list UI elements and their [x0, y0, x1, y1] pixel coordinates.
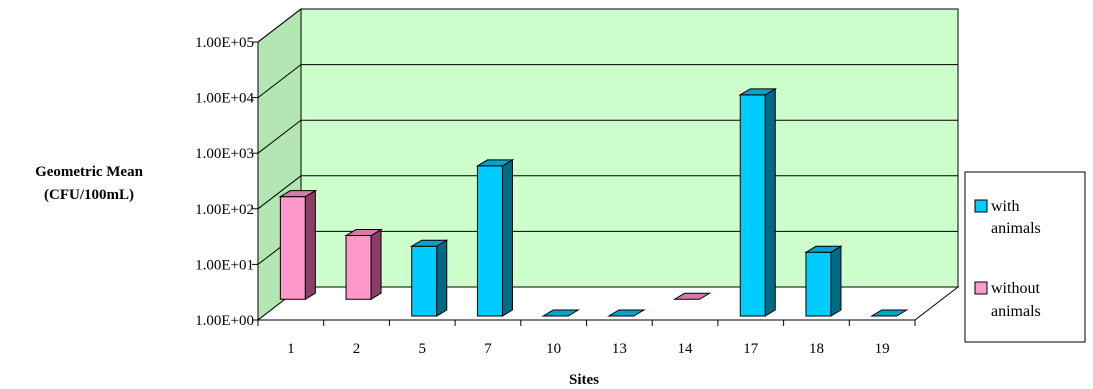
bar-top [738, 88, 778, 96]
bar-side [501, 159, 513, 317]
bar-top [409, 239, 449, 247]
x-tick-label: 1 [287, 341, 295, 357]
x-tick-label: 18 [809, 341, 824, 357]
y-axis-title-line-1: Geometric Mean [35, 164, 144, 180]
y-tick-label: 1.00E+03 [195, 146, 254, 162]
axes: 1.00E+00 1.00E+01 1.00E+02 1.00E+03 1.00E+04… [195, 35, 916, 357]
bar-front [805, 251, 832, 317]
bar-top [804, 245, 843, 253]
legend-swatch-without-animals [974, 281, 988, 295]
y-tick-label: 1.00E+02 [195, 202, 254, 218]
bar-14 [672, 292, 712, 300]
bar-top [278, 190, 318, 198]
x-tick-label: 5 [419, 341, 427, 357]
bar-top [475, 159, 515, 167]
x-tick-label: 14 [678, 341, 694, 357]
bar-10 [541, 309, 580, 317]
y-axis-title: Geometric Mean (CFU/100mL) [35, 164, 144, 203]
gridline [257, 8, 958, 43]
y-tick-label: 1.00E+00 [195, 313, 254, 329]
legend-swatch-with-animals [974, 199, 988, 213]
bar-top [672, 292, 712, 300]
gridline [257, 175, 958, 210]
legend: with animals without animals [964, 171, 1086, 343]
x-tick-label: 19 [875, 341, 890, 357]
legend-label-with-animals-line-1: with [991, 198, 1019, 215]
bar-side [436, 239, 448, 317]
gridline [257, 119, 958, 154]
legend-label-with-animals-line-2: animals [991, 220, 1041, 237]
y-tick-label: 1.00E+01 [195, 257, 254, 273]
bar-7 [475, 159, 515, 317]
bar-top [869, 309, 909, 317]
x-tick-label: 13 [612, 341, 627, 357]
bar-front [279, 196, 306, 300]
bar-side [830, 245, 842, 317]
gridline [257, 64, 958, 98]
bar-18 [804, 245, 843, 317]
bar-top [541, 309, 580, 317]
bar-5 [409, 239, 449, 317]
bar-2 [344, 228, 383, 301]
bars [278, 87, 909, 317]
legend-label-without-animals-line-1: without [991, 280, 1040, 297]
y-tick-label: 1.00E+05 [195, 35, 254, 51]
bar-side [370, 228, 382, 301]
bar-13 [607, 309, 646, 317]
x-tick-label: 17 [743, 341, 759, 357]
bar-17 [738, 87, 778, 317]
bar-front [345, 235, 372, 300]
legend-label-without-animals-line-2: animals [991, 303, 1041, 320]
back-wall [300, 8, 959, 288]
bar-top [344, 229, 383, 237]
x-tick-label: 2 [353, 341, 361, 357]
bar-front [739, 94, 766, 317]
bar-19 [869, 309, 909, 317]
bar-front [476, 165, 503, 317]
bar-1 [278, 189, 318, 301]
x-tick-label: 10 [546, 341, 561, 357]
bar-side [764, 87, 776, 317]
bar-top [607, 309, 646, 317]
y-axis-title-line-2: (CFU/100mL) [44, 187, 134, 203]
chart-walls [256, 7, 960, 322]
bar-side [304, 189, 316, 301]
x-tick-label: 7 [484, 341, 492, 357]
y-tick-label: 1.00E+04 [195, 91, 254, 107]
x-axis-title: Sites [569, 372, 599, 388]
bar-front [411, 245, 438, 317]
